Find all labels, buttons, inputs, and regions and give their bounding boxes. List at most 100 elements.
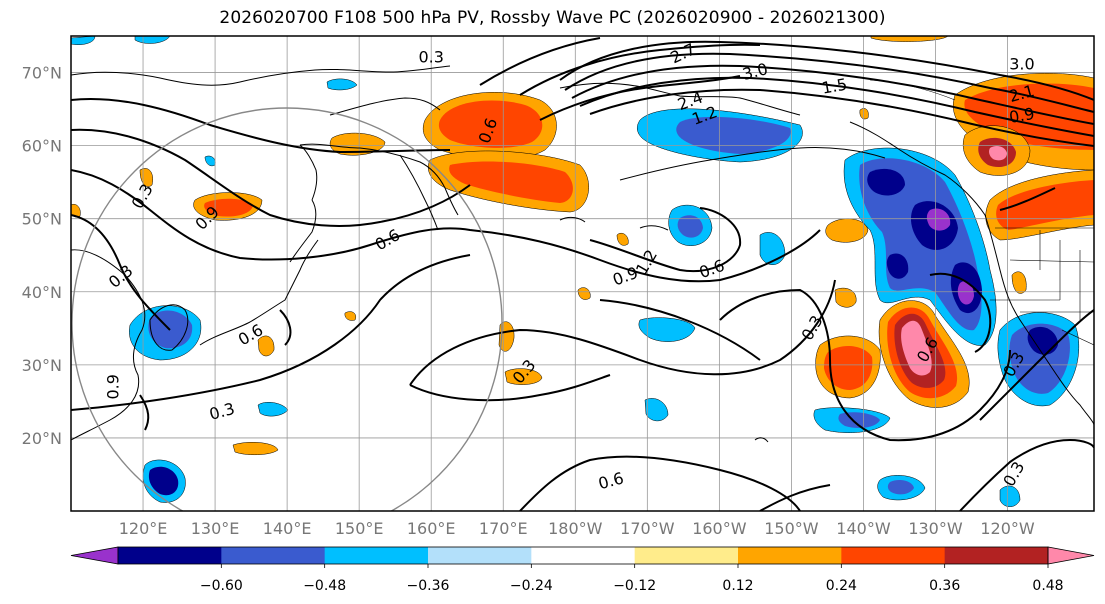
contour-value-label: 0.9 <box>104 374 123 399</box>
positive-anomaly-patch <box>870 36 949 42</box>
positive-anomaly-patch <box>577 287 591 300</box>
longitude-tick-label: 170°E <box>479 519 528 538</box>
coastlines <box>71 65 1094 443</box>
positive-anomaly-patch <box>232 442 279 455</box>
colorbar-swatch <box>531 547 636 564</box>
positive-anomaly-patch <box>989 145 1007 161</box>
positive-anomaly-patch <box>438 100 543 148</box>
reference-circle <box>71 107 503 511</box>
positive-anomaly-patch <box>257 335 275 357</box>
contour-value-label: 0.3 <box>418 47 443 66</box>
latitude-tick-label: 60°N <box>22 137 62 156</box>
positive-anomaly-patch <box>204 198 253 217</box>
negative-anomaly-patch <box>957 281 974 305</box>
contour-value-label: 0.9 <box>1008 104 1036 127</box>
colorbar-tick-label: −0.60 <box>200 578 243 594</box>
positive-anomaly-patch <box>824 345 873 390</box>
colorbar-tick-label: −0.48 <box>303 578 346 594</box>
positive-anomaly-patch <box>859 108 869 120</box>
latitude-tick-label: 20°N <box>22 429 62 448</box>
colorbar-tick-label: 0.12 <box>722 578 753 594</box>
negative-anomaly-patch <box>204 155 216 167</box>
colorbar-swatch <box>221 547 326 564</box>
negative-anomaly-patch <box>867 168 905 196</box>
longitude-tick-label: 140°W <box>836 519 891 538</box>
negative-anomaly-patch <box>1027 326 1058 355</box>
map-title: 2026020700 F108 500 hPa PV, Rossby Wave … <box>219 8 886 28</box>
contour-value-label: 3.0 <box>1009 55 1034 74</box>
positive-anomaly-patch <box>996 180 1094 230</box>
negative-anomaly-patch <box>644 398 669 422</box>
negative-anomaly-patch <box>257 402 289 417</box>
colorbar-swatch <box>841 547 946 564</box>
positive-anomaly-patch <box>901 320 932 376</box>
latitude-tick-label: 40°N <box>22 283 62 302</box>
longitude-tick-label: 170°W <box>620 519 675 538</box>
contour-value-label: 0.3 <box>128 180 157 212</box>
positive-anomaly-patch <box>834 287 857 308</box>
positive-anomaly-patch <box>498 321 515 352</box>
longitude-tick-label: 120°W <box>980 519 1035 538</box>
negative-anomaly-patch <box>887 480 914 495</box>
negative-anomaly-patch <box>676 116 791 154</box>
longitude-tick-label: 180°W <box>548 519 603 538</box>
longitude-tick-label: 140°E <box>263 519 312 538</box>
colorbar-swatch <box>428 547 532 564</box>
negative-anomaly-patch <box>926 208 951 231</box>
colorbar-swatch <box>118 547 222 564</box>
colorbar-swatch <box>738 547 842 564</box>
map-frame <box>70 35 1095 512</box>
negative-anomaly-patch <box>886 253 909 279</box>
longitude-tick-label: 120°E <box>119 519 168 538</box>
positive-anomaly-patch <box>449 161 573 203</box>
latitude-tick-label: 30°N <box>22 356 62 375</box>
colorbar-swatch <box>324 547 429 564</box>
negative-anomaly-patch <box>326 78 358 91</box>
colorbar-tick-label: −0.24 <box>510 578 553 594</box>
negative-anomaly-patch <box>999 485 1021 507</box>
positive-anomaly-patch <box>616 232 629 246</box>
latitude-tick-label: 50°N <box>22 210 62 229</box>
negative-anomaly-patch <box>638 317 696 342</box>
negative-anomaly-patch <box>134 36 171 44</box>
pv-contours <box>71 37 1094 511</box>
longitude-tick-label: 130°E <box>191 519 240 538</box>
negative-anomaly-patch <box>759 232 786 265</box>
latitude-tick-label: 70°N <box>22 64 62 83</box>
contour-value-label: 1.5 <box>820 75 848 98</box>
longitude-labels: 120°E 130°E 140°E 150°E 160°E 170°E 180°W 170°W… <box>119 519 1035 538</box>
colorbar-tick-label: 0.48 <box>1032 578 1063 594</box>
colorbar-tick-label: −0.36 <box>407 578 450 594</box>
negative-anomaly-patch <box>148 466 179 496</box>
positive-anomaly-patch <box>1011 271 1027 294</box>
contour-value-label: 0.6 <box>372 225 404 254</box>
longitude-tick-label: 150°E <box>335 519 384 538</box>
negative-anomaly-patch <box>71 36 96 45</box>
political-borders <box>869 79 1094 346</box>
contour-value-label: 0.6 <box>697 256 727 283</box>
positive-anomaly-patch <box>504 368 543 385</box>
longitude-tick-label: 130°W <box>908 519 963 538</box>
colorbar-extend-max <box>1047 546 1095 565</box>
positive-anomaly-patch <box>825 218 869 243</box>
colorbar-outline <box>117 546 1049 565</box>
colorbar-swatch <box>634 547 739 564</box>
colorbar-extend-min <box>70 546 119 565</box>
longitude-tick-label: 160°W <box>692 519 747 538</box>
colorbar-tick-label: 0.36 <box>929 578 960 594</box>
longitude-tick-label: 160°E <box>407 519 456 538</box>
contour-value-label: 3.0 <box>740 59 770 84</box>
colorbar: −0.60 −0.48 −0.36 −0.24 −0.12 0.12 0.24 0.36 0.4… <box>70 546 1095 594</box>
contour-value-label: 0.3 <box>207 399 237 424</box>
negative-anomaly-patch <box>859 158 982 331</box>
negative-anomaly-patch <box>677 215 703 238</box>
longitude-tick-label: 150°W <box>764 519 819 538</box>
contour-value-label: 0.3 <box>999 458 1028 490</box>
latitude-labels: 70°N 60°N 50°N 40°N 30°N 20°N <box>22 64 62 448</box>
pv-anomaly-shading <box>71 36 1094 507</box>
positive-anomaly-patch <box>344 311 356 321</box>
colorbar-tick-label: −0.12 <box>613 578 656 594</box>
colorbar-tick-label: 0.24 <box>826 578 857 594</box>
contour-value-label: 0.6 <box>596 468 626 493</box>
